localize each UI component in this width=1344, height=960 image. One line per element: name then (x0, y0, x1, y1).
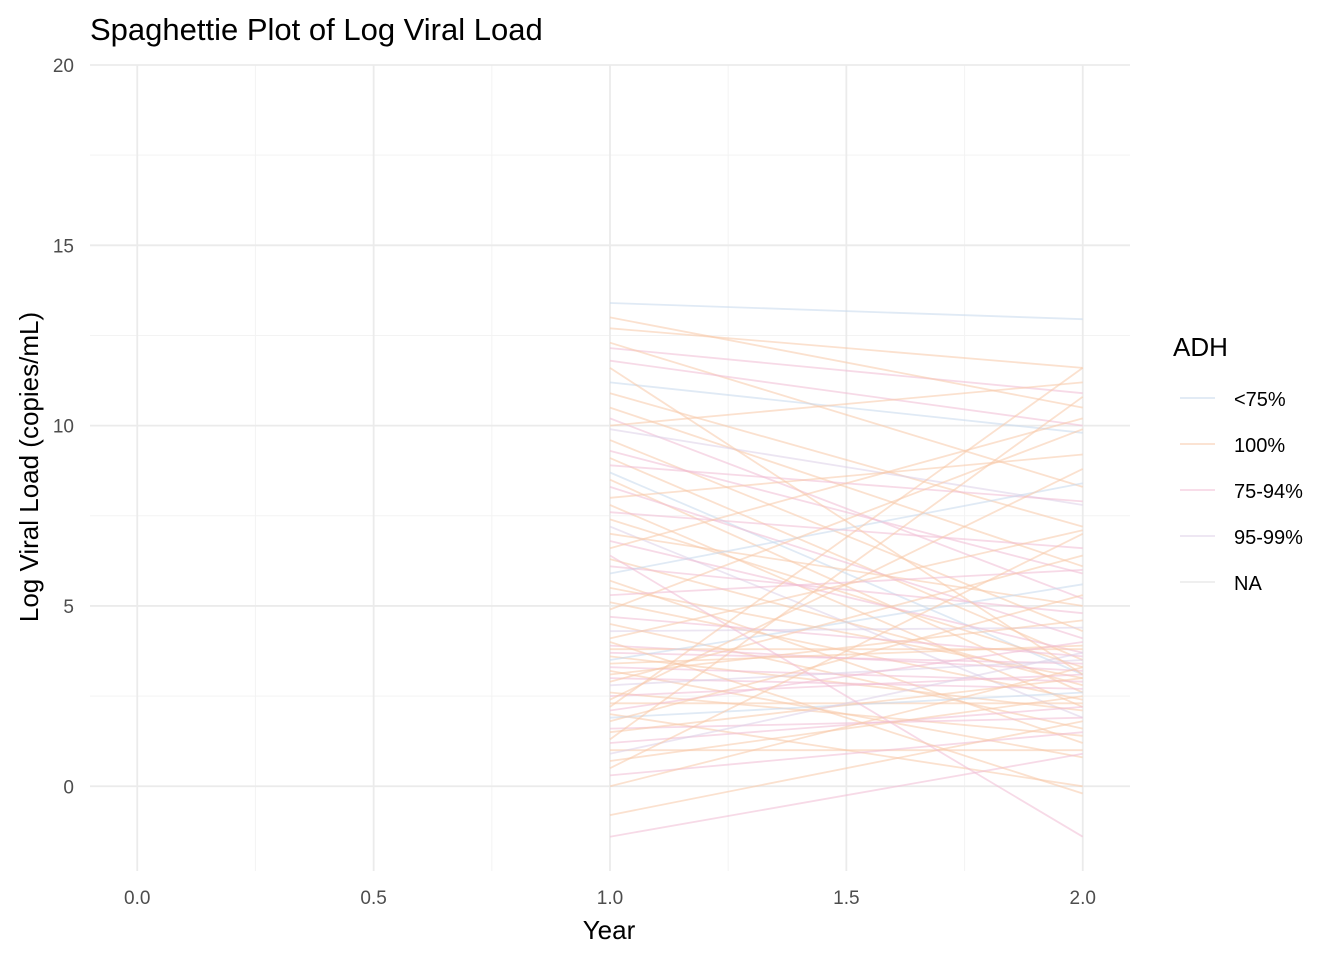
series-line (609, 695, 1083, 762)
series-line (609, 417, 1084, 600)
series-line (609, 471, 1084, 676)
series-line (609, 367, 1084, 708)
series-line (609, 406, 1083, 568)
series-line (609, 594, 1083, 723)
x-axis-ticks: 0.0 0.5 1.0 1.5 2.0 (124, 888, 1096, 909)
series-line (609, 347, 1083, 395)
x-tick-label: 0.0 (124, 888, 150, 909)
y-tick-label: 0 (63, 777, 74, 798)
series-line (609, 626, 1083, 633)
series-line (609, 579, 1083, 744)
series-line (609, 453, 1083, 499)
chart-title: Spaghettie Plot of Log Viral Load (90, 12, 543, 47)
legend-label: <75% (1234, 389, 1286, 411)
series-line (609, 518, 1083, 669)
legend-title: ADH (1173, 332, 1228, 362)
series-line (609, 673, 1083, 697)
series-line (609, 532, 1084, 770)
series-line (609, 666, 1083, 683)
series-line (609, 641, 1083, 712)
series-line (609, 316, 1083, 409)
series-line (609, 482, 1083, 575)
series-line (609, 540, 1083, 654)
x-axis-title: Year (583, 915, 636, 945)
y-tick-label: 15 (53, 236, 74, 257)
legend-label: 75-94% (1234, 481, 1303, 503)
x-tick-label: 0.5 (360, 888, 386, 909)
series-line (609, 720, 1083, 816)
series-line (609, 554, 1084, 838)
spaghetti-lines (609, 302, 1084, 838)
series-line (609, 659, 1083, 687)
series-line (609, 457, 1084, 661)
series-line (609, 392, 1083, 528)
x-tick-label: 1.5 (833, 888, 859, 909)
series-line (609, 666, 1083, 788)
series-line (609, 651, 1083, 755)
series-line (609, 504, 1084, 708)
series-line (609, 396, 1084, 741)
legend-label: NA (1234, 573, 1262, 595)
x-tick-label: 2.0 (1070, 888, 1096, 909)
series-line (609, 716, 1083, 730)
series-line (609, 486, 1083, 640)
legend-label: 95-99% (1234, 527, 1303, 549)
series-line (609, 417, 1083, 550)
series-line (609, 327, 1083, 369)
series-line (609, 341, 1083, 488)
series-line (609, 381, 1083, 427)
series-line (609, 641, 1083, 795)
legend-label: 100% (1234, 435, 1285, 457)
y-axis-title: Log Viral Load (copies/mL) (14, 312, 44, 622)
legend: ADH <75% 100% 75-94% 95-99% NA (1173, 332, 1303, 595)
series-line (609, 565, 1083, 615)
series-line (609, 731, 1083, 777)
series-line (609, 302, 1083, 321)
series-line (609, 428, 1083, 506)
x-tick-label: 1.0 (597, 888, 623, 909)
series-line (609, 569, 1083, 596)
series-line (609, 532, 1083, 607)
series-line (609, 478, 1084, 694)
y-tick-label: 10 (53, 417, 74, 438)
series-line (609, 511, 1083, 550)
series-line (609, 359, 1083, 427)
series-line (609, 619, 1083, 676)
series-line (609, 468, 1084, 701)
series-line (609, 428, 1084, 611)
y-tick-label: 5 (63, 597, 74, 618)
series-line (609, 583, 1083, 661)
y-axis-ticks: 0 5 10 15 20 (53, 56, 74, 798)
y-tick-label: 20 (53, 56, 74, 77)
